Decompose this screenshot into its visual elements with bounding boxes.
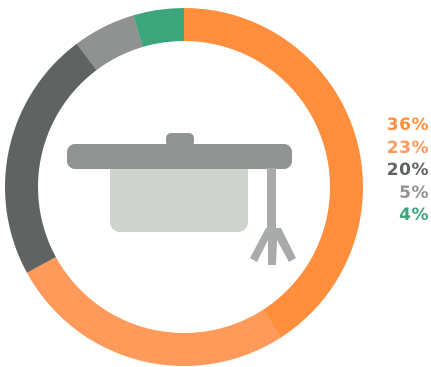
tassel-cord xyxy=(267,168,276,230)
cap-top-knob xyxy=(166,133,194,147)
graduation-cap-icon xyxy=(67,133,296,265)
legend-value-4: 5% xyxy=(399,182,429,203)
cap-board xyxy=(67,144,292,169)
legend-value-3: 20% xyxy=(386,160,429,180)
legend-value-1: 36% xyxy=(386,115,429,135)
cap-base xyxy=(110,160,248,232)
donut-slice-3 xyxy=(4,43,97,273)
legend-value-5: 4% xyxy=(399,205,429,225)
donut-slice-1 xyxy=(184,8,363,338)
donut-slice-5 xyxy=(133,8,184,47)
donut-slices xyxy=(4,8,363,366)
chart-legend: 36% 23% 20% 5% 4% xyxy=(387,114,429,227)
donut-slice-4 xyxy=(76,15,143,71)
tassel-fringe xyxy=(250,228,296,265)
legend-value-2: 23% xyxy=(386,137,429,158)
donut-slice-2 xyxy=(26,256,281,366)
